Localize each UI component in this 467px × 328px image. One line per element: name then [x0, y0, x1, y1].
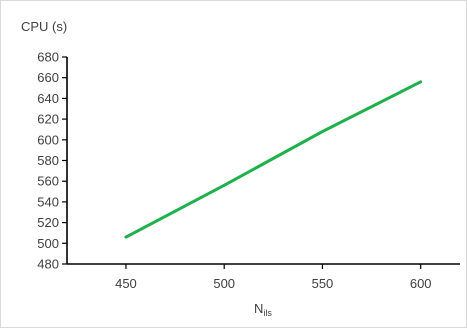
y-tick-label: 520	[37, 215, 59, 230]
y-tick-label: 620	[37, 112, 59, 127]
y-tick-label: 680	[37, 50, 59, 65]
y-tick-label: 580	[37, 153, 59, 168]
y-tick-label: 600	[37, 132, 59, 147]
x-tick-label: 600	[410, 276, 432, 291]
y-tick-label: 560	[37, 174, 59, 189]
y-axis-title: CPU (s)	[21, 19, 67, 34]
y-tick-label: 640	[37, 91, 59, 106]
y-tick-label: 500	[37, 236, 59, 251]
x-axis-title-subscript: ils	[263, 308, 272, 318]
y-tick-label: 660	[37, 70, 59, 85]
y-tick-label: 480	[37, 257, 59, 272]
x-tick-label: 450	[115, 276, 137, 291]
series-line-0	[124, 80, 423, 239]
x-axis-ticks: 450 500 550 600	[115, 264, 432, 291]
x-tick-label: 500	[213, 276, 235, 291]
x-axis-title: Nils	[254, 301, 272, 318]
y-axis-ticks: 480 500 520 540 560 580 600 620 640 660 680	[37, 50, 67, 272]
series-group	[124, 80, 423, 239]
x-tick-label: 550	[312, 276, 334, 291]
y-tick-label: 540	[37, 194, 59, 209]
x-axis-title-main: N	[254, 301, 263, 316]
